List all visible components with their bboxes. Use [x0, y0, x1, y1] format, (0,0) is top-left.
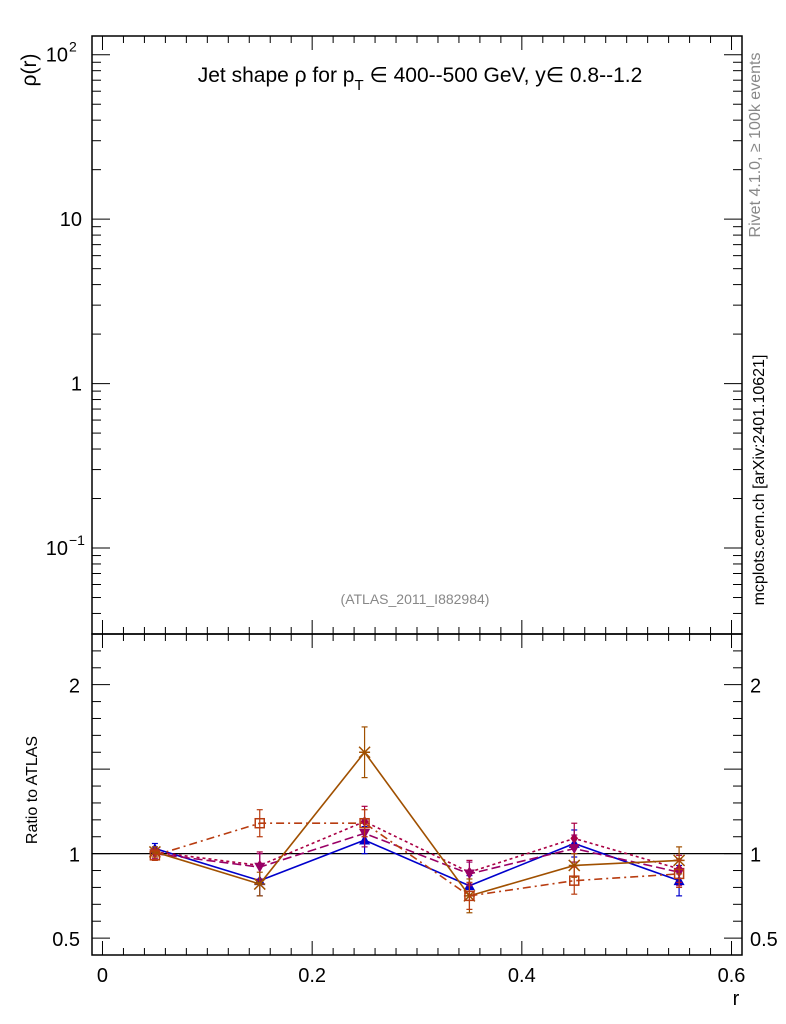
marker-open-square: [254, 817, 265, 829]
ratio-y-tick-label-right: 1: [750, 845, 761, 867]
series-brown-star: [148, 726, 686, 914]
ratio-y-tick-label: 0.5: [52, 929, 80, 951]
marker-triangle-down: [568, 844, 580, 855]
series-blue-triangle: [149, 825, 685, 897]
rivet-version-label: Rivet 4.1.0, ≥ 100k events: [747, 53, 764, 238]
chart-title: Jet shape ρ for pT ∈ 400--500 GeV, y∈ 0.…: [198, 64, 643, 94]
series-purple-triangle-down: [149, 819, 685, 887]
y-tick-exponent: 2: [69, 39, 77, 55]
y-tick-exponent: −1: [69, 532, 85, 548]
marker-triangle-down: [254, 862, 266, 873]
y-tick-label: 10: [46, 45, 68, 67]
y-tick-label: 1: [71, 374, 82, 396]
series-line-blue-triangle: [154, 839, 680, 887]
marker-open-square: [673, 868, 685, 880]
marker-open-square: [149, 850, 161, 861]
main-panel-frame: [91, 35, 743, 635]
main-ylabel: ρ(r): [18, 54, 41, 87]
analysis-annotation: (ATLAS_2011_I882984): [341, 591, 490, 607]
series-line-magenta-diamond: [154, 820, 680, 874]
series-line-brown-star: [154, 750, 680, 897]
ratio-panel-frame: [91, 633, 743, 956]
labels: Jet shape ρ for pT ∈ 400--500 GeV, y∈ 0.…: [18, 53, 768, 1010]
mcplots-label: mcplots.cern.ch [arXiv:2401.10621]: [751, 355, 768, 606]
frames: [91, 35, 743, 956]
series-orange-open-square: [149, 809, 685, 910]
marker-triangle-down: [463, 869, 475, 880]
marker-open-square: [359, 817, 370, 829]
marker-open-square: [464, 890, 475, 902]
y-tick-label: 10: [46, 538, 68, 560]
x-tick-label: 0.6: [718, 965, 746, 987]
ratio-y-tick-label-right: 0.5: [750, 929, 778, 951]
x-tick-label: 0: [97, 965, 108, 987]
y-tick-label: 10: [60, 209, 82, 231]
ratio-y-tick-label-right: 2: [750, 676, 761, 698]
x-axis-label: r: [733, 988, 740, 1010]
ratio-ylabel: Ratio to ATLAS: [24, 736, 41, 844]
ratio-y-tick-label: 2: [69, 676, 80, 698]
x-tick-label: 0.4: [508, 965, 536, 987]
series-line-orange-open-square: [154, 822, 680, 897]
x-tick-label: 0.2: [298, 965, 326, 987]
marker-open-square: [569, 875, 580, 886]
ratio-y-tick-label: 1: [69, 845, 80, 867]
series-layer: [92, 726, 742, 914]
